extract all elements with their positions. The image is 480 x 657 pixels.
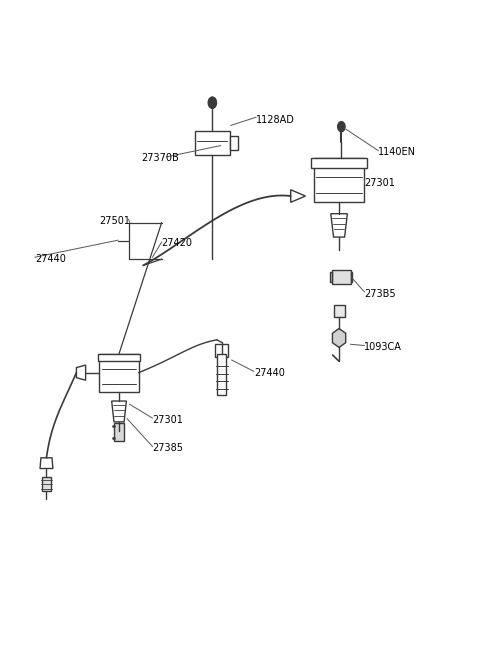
- Polygon shape: [333, 328, 346, 348]
- Text: 27501: 27501: [99, 216, 131, 226]
- Text: 273B5: 273B5: [364, 289, 396, 299]
- Bar: [350, 273, 352, 283]
- Bar: [330, 273, 332, 283]
- Bar: [312, 158, 367, 168]
- Text: 1128AD: 1128AD: [256, 116, 295, 125]
- Circle shape: [338, 122, 345, 131]
- Bar: [99, 353, 139, 392]
- Text: 1140EN: 1140EN: [378, 147, 416, 157]
- Polygon shape: [331, 214, 348, 237]
- Bar: [334, 305, 345, 317]
- Bar: [97, 353, 141, 361]
- Text: 27370B: 27370B: [141, 153, 179, 163]
- Text: 27440: 27440: [35, 254, 66, 264]
- Polygon shape: [76, 365, 85, 380]
- Polygon shape: [40, 458, 53, 468]
- Text: 27420: 27420: [162, 238, 192, 248]
- Text: 1093CA: 1093CA: [364, 342, 402, 352]
- Text: 27385: 27385: [153, 443, 183, 453]
- Polygon shape: [291, 190, 305, 202]
- Bar: [42, 477, 51, 491]
- Circle shape: [208, 97, 216, 108]
- Text: 27440: 27440: [254, 368, 285, 378]
- Text: 27301: 27301: [364, 179, 396, 189]
- Bar: [195, 131, 229, 155]
- Text: 27301: 27301: [153, 415, 183, 425]
- Bar: [215, 344, 228, 357]
- Bar: [332, 271, 350, 284]
- Bar: [314, 158, 364, 202]
- Bar: [114, 423, 124, 441]
- Bar: [229, 136, 238, 150]
- Polygon shape: [112, 401, 126, 422]
- Bar: [217, 353, 226, 395]
